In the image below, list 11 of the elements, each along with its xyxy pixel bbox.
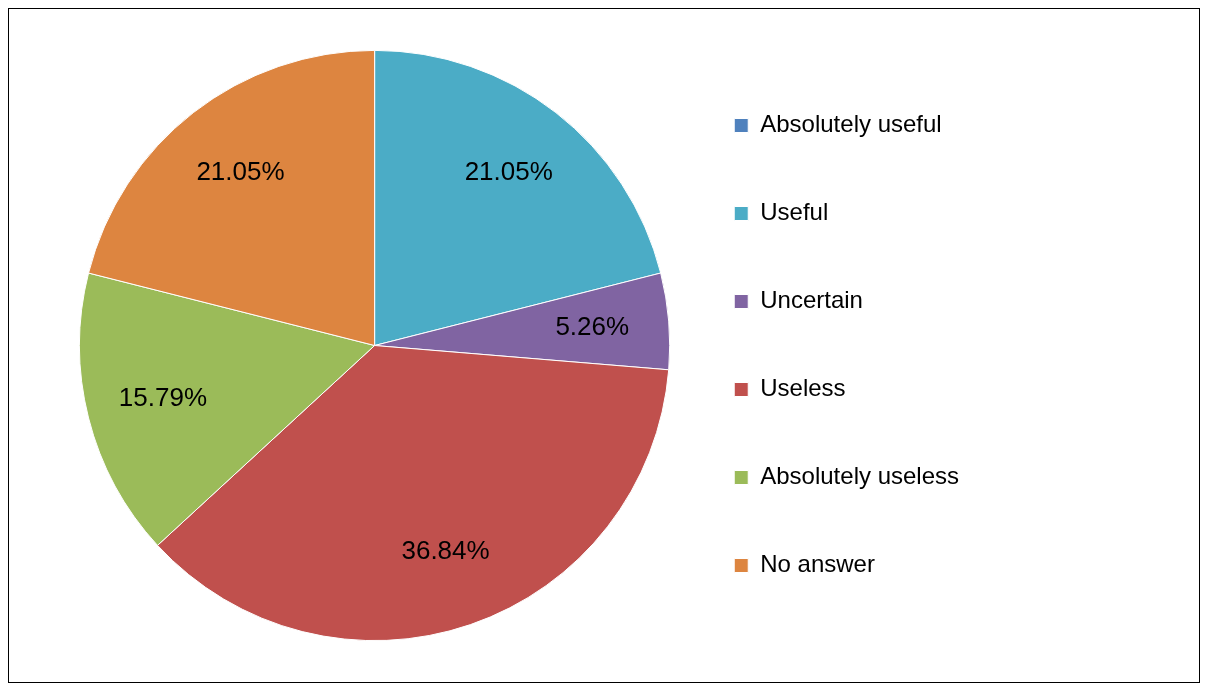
legend-label: Uncertain	[760, 286, 863, 314]
data-label: 5.26%	[555, 310, 630, 341]
legend-label: Absolutely useless	[760, 462, 960, 490]
legend-label: Absolutely useful	[760, 110, 942, 138]
legend-label: Useful	[760, 198, 829, 226]
data-label: 21.05%	[196, 156, 285, 187]
data-label: 21.05%	[464, 156, 553, 187]
data-label: 36.84%	[401, 535, 490, 566]
legend-label: Useless	[760, 374, 846, 402]
data-label: 15.79%	[118, 382, 208, 413]
legend-label: No answer	[760, 550, 875, 578]
